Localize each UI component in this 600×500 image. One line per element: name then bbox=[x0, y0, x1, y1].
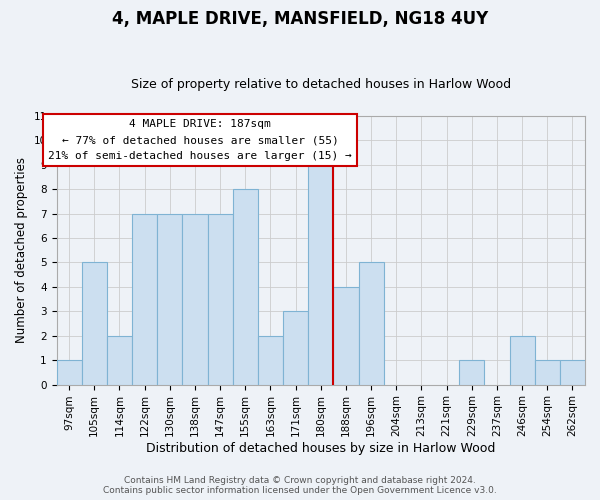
Bar bbox=[233, 189, 258, 384]
Title: Size of property relative to detached houses in Harlow Wood: Size of property relative to detached ho… bbox=[131, 78, 511, 91]
Bar bbox=[258, 336, 283, 384]
X-axis label: Distribution of detached houses by size in Harlow Wood: Distribution of detached houses by size … bbox=[146, 442, 496, 455]
Bar bbox=[359, 262, 383, 384]
Text: 4, MAPLE DRIVE, MANSFIELD, NG18 4UY: 4, MAPLE DRIVE, MANSFIELD, NG18 4UY bbox=[112, 10, 488, 28]
Bar bbox=[283, 312, 308, 384]
Bar bbox=[82, 262, 107, 384]
Bar bbox=[132, 214, 157, 384]
Text: 4 MAPLE DRIVE: 187sqm
← 77% of detached houses are smaller (55)
21% of semi-deta: 4 MAPLE DRIVE: 187sqm ← 77% of detached … bbox=[48, 120, 352, 160]
Text: Contains HM Land Registry data © Crown copyright and database right 2024.
Contai: Contains HM Land Registry data © Crown c… bbox=[103, 476, 497, 495]
Y-axis label: Number of detached properties: Number of detached properties bbox=[15, 157, 28, 343]
Bar bbox=[107, 336, 132, 384]
Bar bbox=[509, 336, 535, 384]
Bar bbox=[208, 214, 233, 384]
Bar bbox=[334, 287, 359, 384]
Bar bbox=[535, 360, 560, 384]
Bar bbox=[56, 360, 82, 384]
Bar bbox=[182, 214, 208, 384]
Bar bbox=[308, 164, 334, 384]
Bar bbox=[157, 214, 182, 384]
Bar bbox=[459, 360, 484, 384]
Bar bbox=[560, 360, 585, 384]
